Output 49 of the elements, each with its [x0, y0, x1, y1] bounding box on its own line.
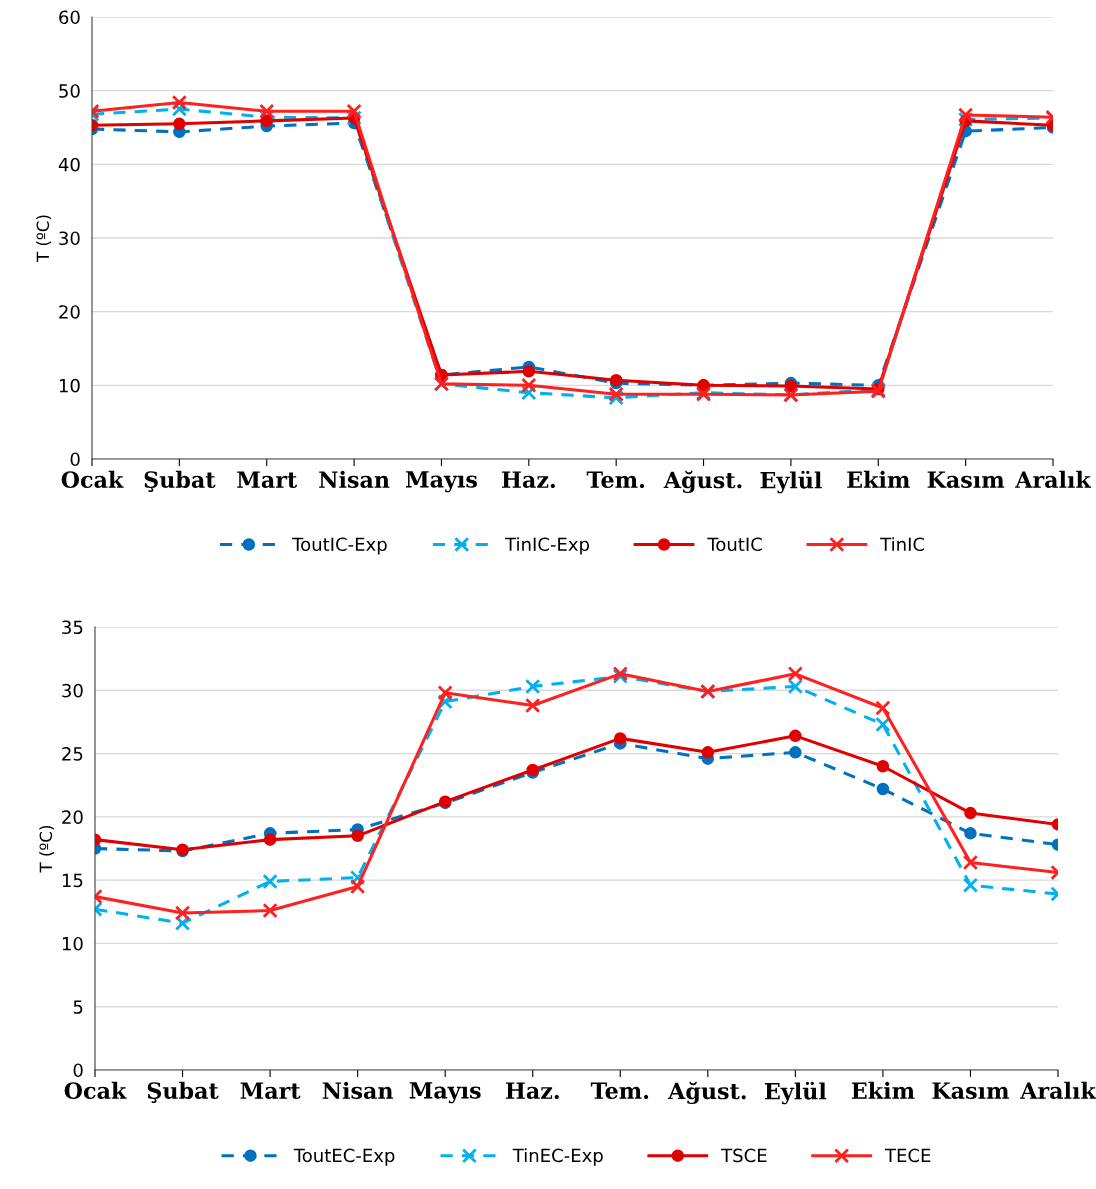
x-tick-label: Kasım: [927, 471, 1005, 489]
x-tick-label: Nisan: [319, 470, 390, 489]
x-tick-label: Şubat: [147, 1081, 219, 1104]
x-tick-label: Tem.: [590, 1082, 649, 1100]
legend-label: TinIC: [880, 537, 925, 552]
x-tick-label: Aralık: [1015, 470, 1092, 489]
legend-label: TinEC-Exp: [512, 1148, 603, 1166]
x-tick-label: Şubat: [144, 470, 216, 493]
x-tick-label: Aralık: [1020, 1081, 1096, 1100]
x-tick-label: Ekim: [847, 470, 910, 488]
y-tick-label: 40: [58, 157, 80, 172]
x-tick-label: Mart: [240, 1082, 301, 1100]
x-tick-label: Haz.: [501, 471, 555, 489]
y-tick-label: 60: [59, 10, 80, 25]
x-tick-label: Mayıs: [409, 1082, 481, 1104]
x-tick-label: Ocak: [64, 1081, 127, 1100]
x-tick-label: Ağust.: [667, 1081, 746, 1104]
legend-label: TSCE: [721, 1148, 767, 1163]
x-tick-label: Ağust.: [663, 470, 742, 493]
legend-label: TinIC-Exp: [505, 537, 590, 555]
x-tick-label: Eylül: [764, 1081, 827, 1105]
y-tick-label: 10: [62, 936, 83, 951]
y-tick-label: 20: [59, 305, 80, 319]
y-tick-label: 5: [73, 1000, 83, 1014]
x-tick-label: Haz.: [505, 1082, 559, 1100]
y-tick-label: 35: [62, 620, 83, 635]
y-axis-title: T (ºC): [36, 215, 52, 263]
y-axis-title: T (ºC): [39, 825, 55, 873]
y-tick-label: 20: [62, 810, 83, 824]
y-tick-label: 50: [59, 84, 80, 98]
y-tick-label: 0: [70, 452, 80, 467]
y-tick-label: 25: [62, 747, 83, 761]
x-tick-label: Nisan: [322, 1081, 394, 1100]
y-tick-label: 15: [62, 873, 83, 888]
x-tick-label: Eylül: [760, 470, 822, 494]
x-tick-label: Tem.: [586, 471, 645, 489]
y-tick-label: 30: [62, 683, 83, 698]
legend-label: ToutIC: [707, 537, 762, 552]
legend-label: ToutIC-Exp: [292, 537, 387, 555]
x-tick-label: Ekim: [851, 1081, 915, 1099]
legend-label: TECE: [884, 1148, 931, 1163]
x-tick-label: Mart: [237, 471, 298, 489]
y-tick-label: 30: [59, 231, 80, 246]
x-tick-label: Mayıs: [405, 471, 477, 493]
y-tick-label: 10: [59, 378, 80, 393]
y-tick-label: 0: [73, 1063, 83, 1078]
x-tick-label: Kasım: [932, 1082, 1010, 1100]
x-tick-label: Ocak: [61, 470, 124, 489]
legend-label: ToutEC-Exp: [293, 1148, 395, 1166]
